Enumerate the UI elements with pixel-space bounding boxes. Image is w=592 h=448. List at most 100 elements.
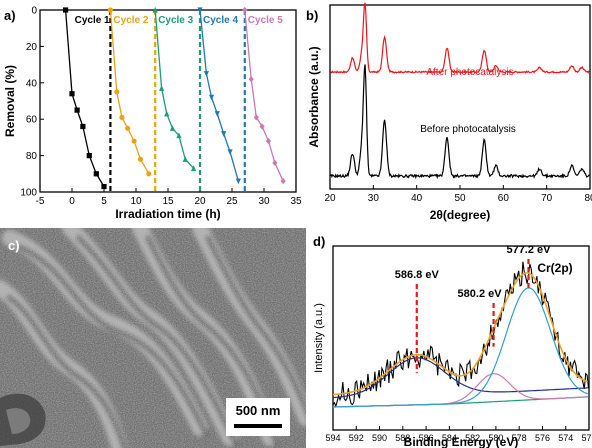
legend-cycle-2: Cycle 2 bbox=[113, 15, 148, 26]
data-point bbox=[242, 6, 248, 14]
data-point bbox=[280, 177, 286, 185]
data-point bbox=[272, 159, 278, 166]
series-cycle-1-line bbox=[64, 9, 105, 187]
panel-a-x-tick-label: 25 bbox=[226, 196, 238, 207]
panel-a-frame bbox=[39, 9, 297, 193]
panel-d-title: Cr(2p) bbox=[537, 261, 572, 275]
legend-before-photocatalysis: Before photocatalysis bbox=[420, 124, 516, 135]
panel-a-y-tick-label: 100 bbox=[20, 188, 37, 199]
legend-after-photocatalysis: After photocatalysis bbox=[426, 67, 513, 78]
series-cycle-5-line bbox=[244, 9, 284, 182]
data-point bbox=[125, 125, 131, 131]
data-point bbox=[69, 91, 75, 97]
panel-a-x-axis-label: Irradiation time (h) bbox=[115, 207, 220, 221]
component-577-line bbox=[333, 287, 589, 408]
data-point bbox=[235, 178, 241, 185]
scale-bar-box bbox=[226, 398, 290, 436]
panel-d-x-axis-label: Binding Energy (eV) bbox=[404, 435, 519, 448]
panel-a-y-tick-label: 0 bbox=[31, 6, 37, 17]
panel-d-chart: 594 592 590 588 586 584 582 580 578 576 574 572 586… bbox=[313, 234, 592, 448]
legend-cycle-3: Cycle 3 bbox=[158, 15, 193, 26]
panel-d-frame bbox=[332, 245, 590, 431]
legend-cycle-1: Cycle 1 bbox=[75, 15, 110, 26]
data-point bbox=[164, 110, 170, 117]
data-point bbox=[265, 137, 272, 145]
panel-a-x-tick-label: 30 bbox=[258, 196, 270, 207]
panel-d-x-tick-label: 594 bbox=[325, 433, 340, 443]
panel-b-x-axis-label: 2θ(degree) bbox=[430, 208, 491, 222]
panel-d-x-tick-label: 580 bbox=[488, 433, 503, 443]
scale-bar-label: 500 nm bbox=[236, 403, 281, 418]
panel-a-y-tick-label: 80 bbox=[26, 151, 38, 162]
data-point bbox=[191, 165, 197, 171]
panel-d-x-tick-label: 592 bbox=[349, 433, 364, 443]
panel-b-y-axis-label: Absorbance (a.u.) bbox=[307, 46, 321, 147]
panel-d-x-tick-label: 590 bbox=[372, 433, 387, 443]
panel-b-chart: b) 20 30 40 50 60 70 80 After photocatalysis B… bbox=[306, 2, 592, 222]
data-point bbox=[107, 7, 113, 13]
panel-a-y-axis-label: Removal (%) bbox=[3, 65, 17, 137]
data-point bbox=[63, 7, 69, 13]
panel-d-x-tick-label: 578 bbox=[512, 433, 527, 443]
data-point bbox=[197, 7, 203, 14]
data-point bbox=[253, 114, 259, 121]
panel-a-x-tick-label: 20 bbox=[194, 196, 206, 207]
panel-b-x-tick-label: 80 bbox=[584, 193, 592, 204]
envelope-fit-line bbox=[332, 271, 589, 396]
data-point bbox=[259, 123, 265, 130]
panel-b-x-tick-label: 40 bbox=[411, 193, 423, 204]
series-cycle-4-line bbox=[199, 9, 240, 182]
data-point bbox=[248, 76, 254, 83]
panel-d-y-axis-label: Intensity (a.u.) bbox=[313, 303, 325, 373]
panel-d-x-tick-label: 576 bbox=[535, 433, 550, 443]
data-point bbox=[119, 114, 125, 120]
panel-a-y-tick-label: 20 bbox=[26, 42, 38, 53]
data-point bbox=[131, 138, 137, 144]
panel-a-x-tick-label: 35 bbox=[290, 196, 302, 207]
data-point bbox=[80, 123, 86, 130]
data-point bbox=[93, 171, 99, 177]
sem-micrograph: c) 500 nm bbox=[0, 228, 306, 448]
data-point bbox=[101, 183, 107, 190]
panel-a-x-tick-label: -5 bbox=[36, 196, 45, 207]
panel-d-x-tick-label: 586 bbox=[419, 433, 434, 443]
data-point bbox=[137, 156, 144, 162]
data-point bbox=[74, 107, 80, 113]
data-point bbox=[146, 171, 152, 177]
panel-d-label: d) bbox=[313, 234, 325, 249]
series-after-photocatalysis-line bbox=[329, 2, 590, 75]
panel-b-x-tick-label: 20 bbox=[324, 193, 336, 204]
data-point bbox=[221, 131, 227, 137]
panel-d-x-tick-label: 572 bbox=[581, 433, 592, 443]
panel-d-x-tick-label: 582 bbox=[465, 433, 480, 443]
panel-b-label: b) bbox=[306, 8, 318, 23]
panel-d-x-tick-label: 588 bbox=[395, 433, 410, 443]
panel-b-x-tick-label: 30 bbox=[368, 193, 380, 204]
peak-annotation-label: 577.2 eV bbox=[506, 244, 551, 256]
panel-b-x-tick-label: 60 bbox=[498, 193, 510, 204]
panel-a-label: a) bbox=[4, 8, 16, 23]
panel-b-frame bbox=[329, 4, 591, 190]
panel-a-x-tick-label: 10 bbox=[130, 196, 142, 207]
panel-a-x-tick-label: 0 bbox=[69, 196, 75, 207]
panel-a-y-tick-label: 40 bbox=[26, 78, 38, 89]
panel-a-x-tick-label: 5 bbox=[101, 196, 107, 207]
data-point bbox=[159, 85, 165, 91]
data-point bbox=[227, 149, 233, 156]
panel-b-x-tick-label: 50 bbox=[454, 193, 466, 204]
data-point bbox=[203, 71, 209, 77]
component-586-line bbox=[332, 357, 588, 399]
data-point bbox=[208, 94, 215, 101]
series-before-photocatalysis-line bbox=[329, 64, 590, 180]
panel-c-label: c) bbox=[8, 238, 20, 253]
data-point bbox=[214, 111, 220, 117]
panel-d-x-tick-label: 574 bbox=[558, 433, 573, 443]
panel-a-y-tick-label: 60 bbox=[26, 115, 38, 126]
data-point bbox=[176, 132, 182, 139]
data-point bbox=[169, 125, 176, 131]
legend-cycle-4: Cycle 4 bbox=[203, 15, 238, 26]
scale-bar bbox=[234, 424, 282, 428]
panel-a-x-tick-label: 15 bbox=[162, 196, 174, 207]
